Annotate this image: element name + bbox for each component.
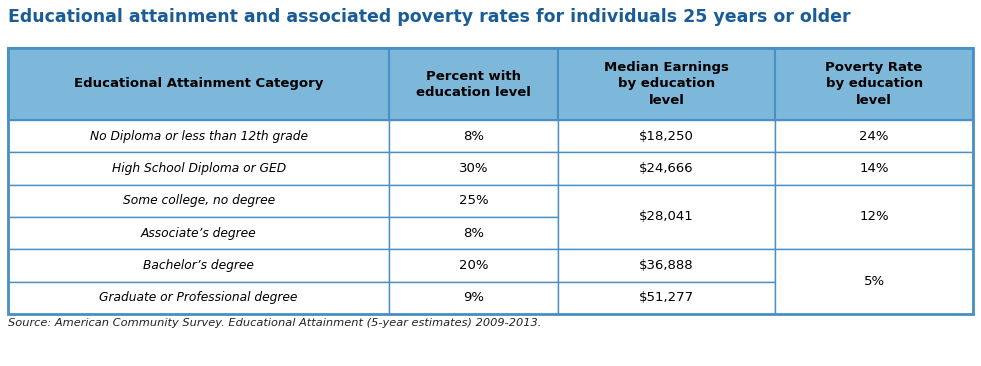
Text: No Diploma or less than 12th grade: No Diploma or less than 12th grade <box>89 130 308 143</box>
Bar <box>558 152 775 185</box>
Bar <box>775 185 973 249</box>
Bar <box>558 282 775 314</box>
Text: 30%: 30% <box>459 162 489 175</box>
Text: Associate’s degree: Associate’s degree <box>141 227 256 240</box>
Bar <box>775 48 973 120</box>
Bar <box>8 48 389 120</box>
Bar <box>558 120 775 152</box>
Bar <box>8 185 389 217</box>
Text: $24,666: $24,666 <box>640 162 694 175</box>
Bar <box>389 217 558 249</box>
Bar <box>8 217 389 249</box>
Bar <box>558 48 775 120</box>
Text: Educational attainment and associated poverty rates for individuals 25 years or : Educational attainment and associated po… <box>8 8 851 26</box>
Bar <box>389 282 558 314</box>
Text: $28,041: $28,041 <box>640 210 694 224</box>
Text: 20%: 20% <box>459 259 489 272</box>
Text: Graduate or Professional degree: Graduate or Professional degree <box>99 291 298 305</box>
Text: Poverty Rate
by education
level: Poverty Rate by education level <box>825 61 923 107</box>
Bar <box>8 48 973 314</box>
Text: Bachelor’s degree: Bachelor’s degree <box>143 259 254 272</box>
Text: Median Earnings
by education
level: Median Earnings by education level <box>604 61 729 107</box>
Text: Source: American Community Survey. Educational Attainment (5-year estimates) 200: Source: American Community Survey. Educa… <box>8 318 542 328</box>
Bar <box>558 249 775 282</box>
Text: High School Diploma or GED: High School Diploma or GED <box>112 162 285 175</box>
Text: $18,250: $18,250 <box>640 130 694 143</box>
Bar <box>8 120 389 152</box>
Bar <box>389 152 558 185</box>
Text: Some college, no degree: Some college, no degree <box>123 194 275 207</box>
Text: 12%: 12% <box>859 210 889 224</box>
Text: 5%: 5% <box>863 275 885 288</box>
Bar <box>775 152 973 185</box>
Bar <box>389 120 558 152</box>
Text: $36,888: $36,888 <box>640 259 694 272</box>
Bar <box>389 185 558 217</box>
Bar <box>8 152 389 185</box>
Bar <box>775 120 973 152</box>
Bar <box>8 249 389 282</box>
Bar <box>8 282 389 314</box>
Bar <box>389 249 558 282</box>
Text: 9%: 9% <box>463 291 484 305</box>
Text: 24%: 24% <box>859 130 889 143</box>
Text: 8%: 8% <box>463 130 484 143</box>
Text: Educational Attainment Category: Educational Attainment Category <box>74 78 324 90</box>
Bar <box>558 185 775 249</box>
Text: 8%: 8% <box>463 227 484 240</box>
Bar <box>775 249 973 314</box>
Text: Percent with
education level: Percent with education level <box>416 70 531 98</box>
Text: 14%: 14% <box>859 162 889 175</box>
Text: 25%: 25% <box>459 194 489 207</box>
Text: $51,277: $51,277 <box>639 291 695 305</box>
Bar <box>389 48 558 120</box>
